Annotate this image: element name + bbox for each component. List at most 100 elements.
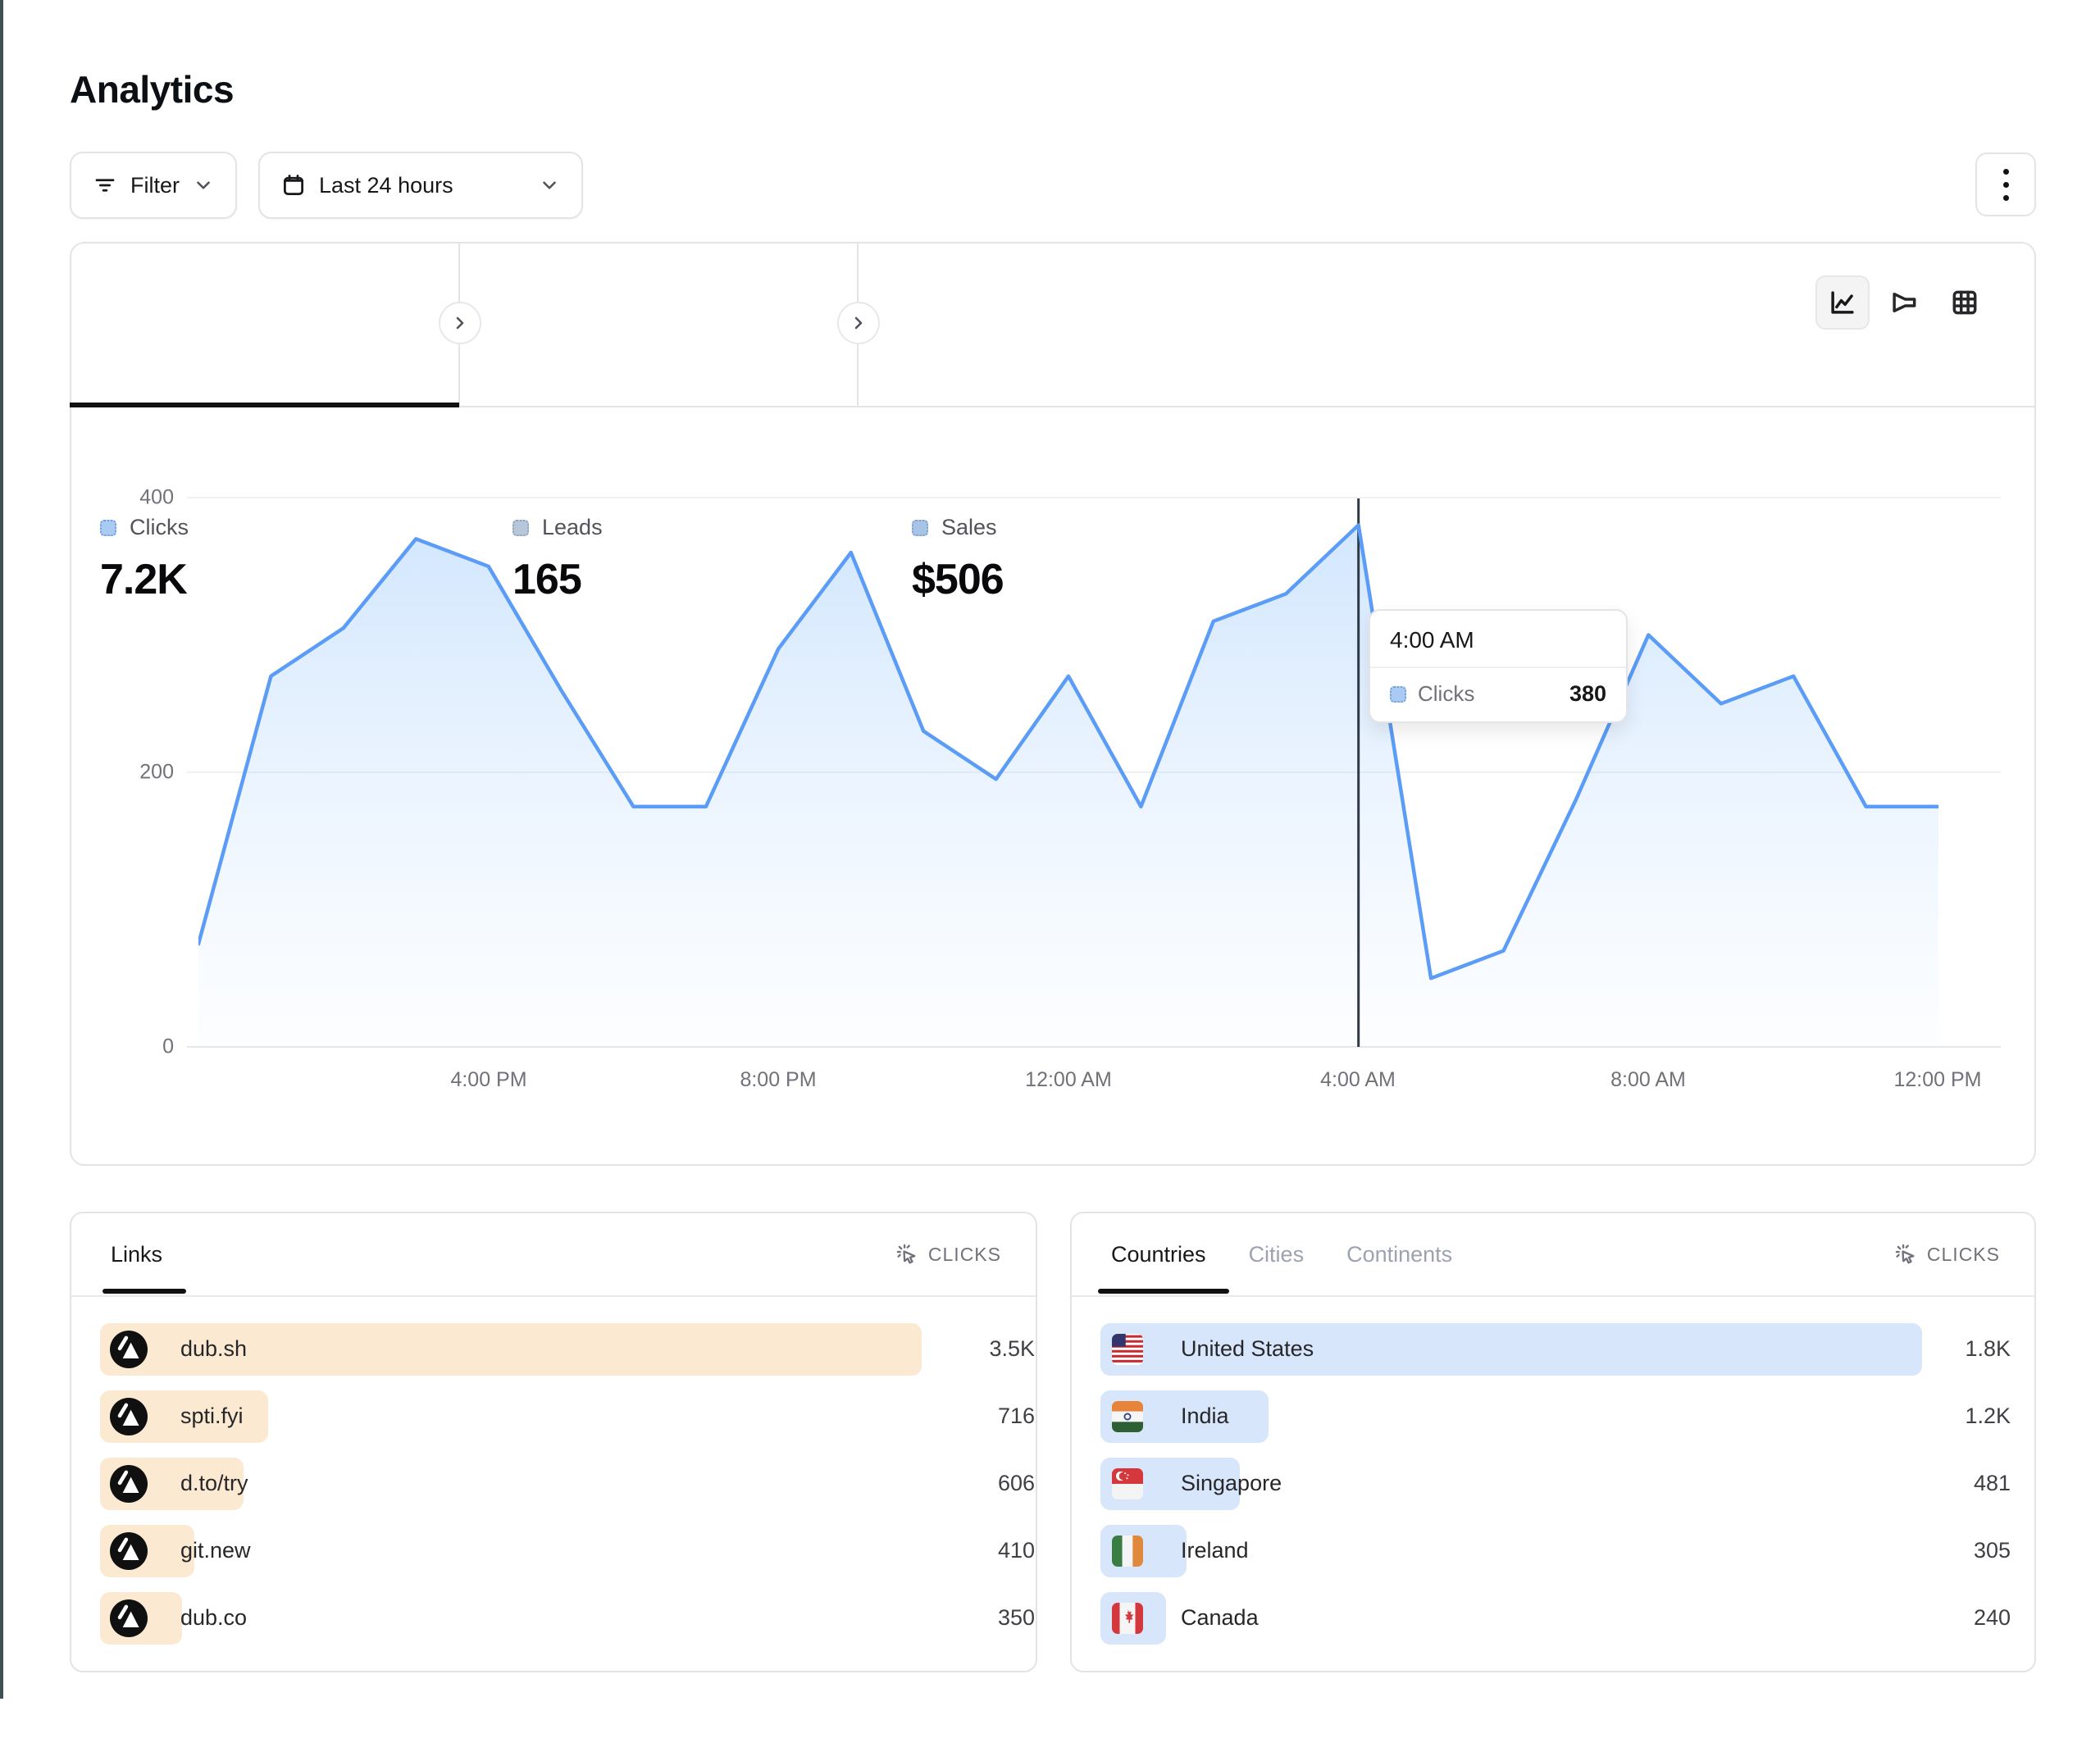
chevron-down-icon bbox=[197, 181, 210, 189]
tab-cities[interactable]: Cities bbox=[1248, 1241, 1305, 1267]
sales-value: $506 bbox=[912, 556, 1004, 603]
country-label: Singapore bbox=[1181, 1471, 1282, 1495]
country-clicks-value: 1.2K bbox=[1965, 1404, 2011, 1428]
table-view-button[interactable] bbox=[1938, 275, 1992, 330]
chevron-down-icon bbox=[543, 181, 556, 189]
tab-leads[interactable]: Leads 165 bbox=[460, 242, 857, 603]
flag-united-states-icon bbox=[1112, 1334, 1143, 1365]
stat-label: Leads bbox=[542, 515, 603, 539]
date-range-button[interactable]: Last 24 hours bbox=[258, 152, 583, 219]
expand-leads-button[interactable] bbox=[439, 302, 481, 344]
stats-header bbox=[70, 242, 2036, 407]
y-tick-400: 400 bbox=[139, 485, 174, 509]
country-clicks-value: 240 bbox=[1973, 1605, 2011, 1630]
chevron-right-icon bbox=[456, 316, 464, 330]
x-tick: 8:00 AM bbox=[1610, 1068, 1686, 1091]
line-chart-icon bbox=[1831, 291, 1854, 314]
clicks-legend-chip-icon bbox=[100, 519, 116, 536]
links-panel: Links CLICKS dub.sh 3.5K spti.fyi 716 d.… bbox=[70, 1212, 1037, 1672]
country-clicks-value: 305 bbox=[1973, 1538, 2011, 1563]
tooltip-series-label: Clicks bbox=[1418, 681, 1475, 706]
country-label: Canada bbox=[1181, 1605, 1259, 1630]
link-label: d.to/try bbox=[180, 1471, 248, 1495]
link-clicks-value: 410 bbox=[997, 1538, 1035, 1563]
x-tick: 12:00 PM bbox=[1893, 1068, 1982, 1091]
chart-area-fill bbox=[198, 525, 1938, 1047]
link-clicks-value: 716 bbox=[997, 1404, 1035, 1428]
country-clicks-value: 481 bbox=[1973, 1471, 2011, 1495]
funnel-chart-icon bbox=[1893, 292, 1916, 313]
link-label: dub.co bbox=[180, 1605, 248, 1630]
country-bar bbox=[1100, 1323, 1922, 1376]
link-clicks-value: 606 bbox=[997, 1471, 1035, 1495]
date-range-label: Last 24 hours bbox=[319, 172, 453, 198]
dub-logo-avatar bbox=[110, 1398, 148, 1435]
link-row[interactable]: spti.fyi 716 bbox=[100, 1390, 1035, 1443]
x-tick: 4:00 AM bbox=[1320, 1068, 1396, 1091]
countries-tab-underline bbox=[1098, 1289, 1229, 1294]
dub-logo-avatar bbox=[110, 1465, 148, 1503]
link-row[interactable]: dub.sh 3.5K bbox=[100, 1323, 1035, 1376]
chart-tooltip: 4:00 AM Clicks 380 bbox=[1369, 609, 1628, 723]
country-label: United States bbox=[1181, 1336, 1314, 1361]
table-grid-icon bbox=[1952, 290, 1977, 315]
clicks-area-chart[interactable] bbox=[198, 459, 1938, 1047]
links-tab-underline bbox=[102, 1289, 186, 1294]
links-panel-header: Links CLICKS bbox=[71, 1213, 1036, 1297]
x-tick: 4:00 PM bbox=[450, 1068, 527, 1091]
kebab-icon bbox=[2002, 168, 2009, 201]
window-edge-strip bbox=[0, 0, 3, 1699]
tooltip-value: 380 bbox=[1569, 681, 1606, 706]
link-row[interactable]: d.to/try 606 bbox=[100, 1458, 1035, 1510]
country-row[interactable]: Singapore 481 bbox=[1100, 1458, 2011, 1510]
countries-panel-header: Countries Cities Continents CLICKS bbox=[1072, 1213, 2034, 1297]
link-row[interactable]: git.new 410 bbox=[100, 1525, 1035, 1577]
country-row[interactable]: Ireland 305 bbox=[1100, 1525, 2011, 1577]
dub-logo-avatar bbox=[110, 1532, 148, 1570]
dub-logo-avatar bbox=[110, 1599, 148, 1637]
country-row[interactable]: United States 1.8K bbox=[1100, 1323, 2011, 1376]
country-label: Ireland bbox=[1181, 1538, 1249, 1563]
country-row[interactable]: Canada 240 bbox=[1100, 1592, 2011, 1645]
tab-sales[interactable]: Sales $506 bbox=[859, 242, 1252, 603]
filter-button[interactable]: Filter bbox=[70, 152, 237, 219]
gridline-400 bbox=[187, 497, 2001, 498]
link-label: spti.fyi bbox=[180, 1404, 244, 1428]
calendar-icon bbox=[284, 175, 303, 195]
link-row[interactable]: dub.co 350 bbox=[100, 1592, 1035, 1645]
filter-button-label: Filter bbox=[130, 172, 180, 198]
stat-label: Clicks bbox=[130, 515, 189, 539]
tab-clicks[interactable]: Clicks 7.2K bbox=[70, 242, 458, 603]
clicks-value: 7.2K bbox=[100, 556, 188, 603]
active-tab-underline bbox=[70, 403, 459, 407]
expand-sales-button[interactable] bbox=[837, 302, 880, 344]
sales-legend-chip-icon bbox=[912, 519, 928, 536]
tab-links[interactable]: Links bbox=[111, 1241, 163, 1267]
tab-continents[interactable]: Continents bbox=[1346, 1241, 1453, 1267]
page-title: Analytics bbox=[70, 68, 235, 111]
tab-countries[interactable]: Countries bbox=[1111, 1241, 1206, 1267]
clicks-legend-chip-icon bbox=[1390, 685, 1406, 703]
line-chart-view-button[interactable] bbox=[1815, 275, 1870, 330]
cursor-click-icon bbox=[1895, 1244, 1915, 1264]
link-label: dub.sh bbox=[180, 1336, 248, 1361]
country-row[interactable]: India 1.2K bbox=[1100, 1390, 2011, 1443]
y-tick-200: 200 bbox=[139, 760, 174, 784]
flag-canada-icon bbox=[1112, 1603, 1143, 1634]
metric-label: CLICKS bbox=[1926, 1243, 2000, 1265]
cursor-click-icon bbox=[896, 1244, 916, 1264]
leads-legend-chip-icon bbox=[512, 519, 529, 536]
more-options-button[interactable] bbox=[1975, 152, 2036, 216]
x-tick: 12:00 AM bbox=[1025, 1068, 1112, 1091]
country-clicks-value: 1.8K bbox=[1965, 1336, 2011, 1361]
tooltip-time: 4:00 AM bbox=[1370, 611, 1626, 668]
funnel-chart-view-button[interactable] bbox=[1877, 275, 1931, 330]
link-label: git.new bbox=[180, 1538, 251, 1563]
links-metric-selector[interactable]: CLICKS bbox=[895, 1213, 1001, 1295]
leads-value: 165 bbox=[512, 556, 582, 603]
gridline-0 bbox=[187, 1046, 2001, 1048]
x-tick: 8:00 PM bbox=[740, 1068, 817, 1091]
flag-singapore-icon bbox=[1112, 1468, 1143, 1499]
countries-metric-selector[interactable]: CLICKS bbox=[1894, 1213, 2000, 1295]
